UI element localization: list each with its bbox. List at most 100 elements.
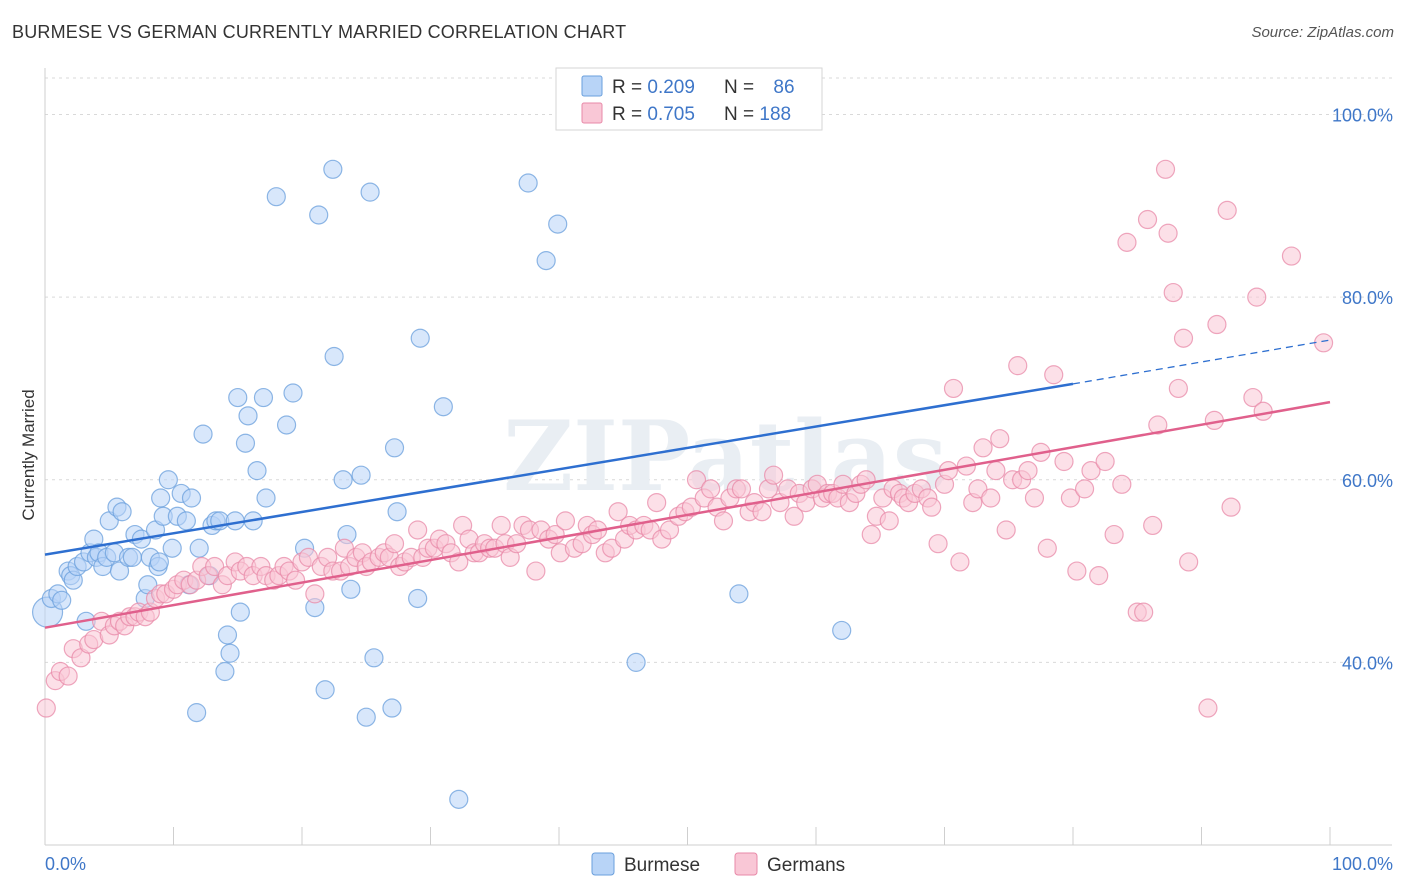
- trend-lines: [44, 339, 1331, 629]
- germans-point: [555, 511, 576, 531]
- y-tick-label: 40.0%: [1342, 653, 1393, 673]
- germans-point: [996, 520, 1016, 540]
- bottom-legend-label-germans: Germans: [767, 855, 845, 876]
- burmese-point: [341, 579, 361, 599]
- germans-point: [1158, 223, 1178, 243]
- legend: R = 0.209 N = 86 R = 0.705 N = 188: [555, 67, 823, 131]
- burmese-trend-line: [44, 382, 1074, 556]
- burmese-point: [283, 383, 303, 403]
- burmese-point: [149, 552, 169, 572]
- germans-point: [1281, 246, 1302, 266]
- germans-point: [1089, 566, 1109, 586]
- svg-text:N = 188: N = 188: [724, 104, 791, 125]
- legend-swatch-burmese: [581, 75, 603, 97]
- burmese-trend-extension: [1072, 339, 1331, 385]
- germans-point: [1134, 602, 1154, 622]
- burmese-point: [360, 182, 380, 202]
- germans-point: [986, 461, 1006, 481]
- germans-point: [1179, 552, 1199, 572]
- y-tick-label: 80.0%: [1342, 288, 1393, 308]
- burmese-point: [220, 643, 240, 663]
- burmese-point: [266, 187, 286, 207]
- germans-point: [763, 465, 784, 485]
- burmese-point: [356, 707, 376, 727]
- legend-r-label: R =: [612, 77, 647, 98]
- germans-point: [950, 552, 970, 572]
- germans-point: [701, 479, 721, 499]
- burmese-point: [230, 602, 250, 622]
- burmese-point: [176, 511, 196, 531]
- germans-point: [973, 438, 993, 458]
- bottom-legend-swatch-germans: [734, 852, 758, 876]
- germans-point: [408, 520, 428, 540]
- germans-point: [58, 666, 78, 686]
- germans-point: [1008, 356, 1028, 376]
- burmese-point: [193, 424, 213, 444]
- burmese-point: [151, 488, 171, 508]
- burmese-point: [832, 620, 852, 641]
- germans-point: [1163, 282, 1183, 303]
- legend-r-label: R =: [612, 104, 647, 125]
- germans-point: [1173, 328, 1194, 348]
- germans-point: [36, 698, 56, 718]
- y-axis-label: Currently Married: [19, 389, 38, 520]
- burmese-point: [276, 415, 297, 435]
- germans-point: [1095, 451, 1115, 472]
- tick-labels: 40.0% 60.0% 80.0% 100.0% 0.0% 100.0%: [45, 106, 1393, 874]
- burmese-point: [408, 588, 428, 609]
- legend-swatch-germans: [581, 102, 603, 124]
- burmese-point: [238, 406, 258, 426]
- germans-point: [784, 506, 804, 526]
- germans-point: [659, 520, 680, 540]
- burmese-point: [626, 652, 646, 672]
- bottom-legend-swatch-burmese: [591, 852, 615, 876]
- burmese-point: [181, 488, 202, 508]
- burmese-point: [729, 584, 749, 604]
- svg-text:N = 86: N = 86: [724, 77, 795, 98]
- germans-point: [928, 534, 948, 554]
- burmese-point: [235, 433, 256, 453]
- germans-point: [713, 511, 734, 531]
- germans-point: [1168, 378, 1188, 399]
- burmese-point: [548, 214, 568, 234]
- burmese-point: [122, 547, 142, 567]
- burmese-point: [112, 502, 132, 522]
- burmese-point: [518, 173, 538, 193]
- svg-text:R = 0.209: R = 0.209: [612, 77, 695, 98]
- burmese-point: [247, 461, 267, 481]
- germans-point: [1081, 461, 1101, 481]
- burmese-point: [333, 470, 353, 490]
- germans-point: [731, 479, 752, 499]
- burmese-point: [228, 387, 248, 408]
- burmese-point: [536, 251, 556, 271]
- germans-point: [1060, 488, 1081, 508]
- svg-text:R = 0.705: R = 0.705: [612, 104, 695, 125]
- source-label: Source: ZipAtlas.com: [1251, 24, 1394, 41]
- burmese-point: [253, 387, 274, 408]
- germans-point: [608, 502, 628, 522]
- bottom-legend-label-burmese: Burmese: [624, 855, 700, 876]
- germans-point: [1207, 314, 1227, 335]
- germans-point: [1037, 538, 1057, 558]
- germans-point: [861, 524, 881, 545]
- germans-point: [491, 515, 511, 536]
- germans-point: [752, 502, 772, 522]
- germans-trend-line: [44, 400, 1331, 629]
- germans-point: [1198, 698, 1218, 718]
- germans-point: [1247, 287, 1267, 307]
- germans-point: [1074, 479, 1095, 499]
- germans-point: [1313, 333, 1334, 353]
- burmese-point: [215, 661, 235, 682]
- legend-r-value: 0.705: [647, 104, 695, 125]
- germans-point: [647, 492, 667, 513]
- germans-point: [305, 584, 325, 604]
- burmese-point: [162, 538, 182, 558]
- burmese-point: [449, 789, 469, 809]
- x-tick-label: 0.0%: [45, 854, 86, 874]
- burmese-point: [109, 561, 130, 581]
- burmese-point: [52, 590, 72, 610]
- burmese-point: [315, 680, 335, 700]
- burmese-point: [189, 538, 209, 558]
- germans-point: [856, 470, 876, 490]
